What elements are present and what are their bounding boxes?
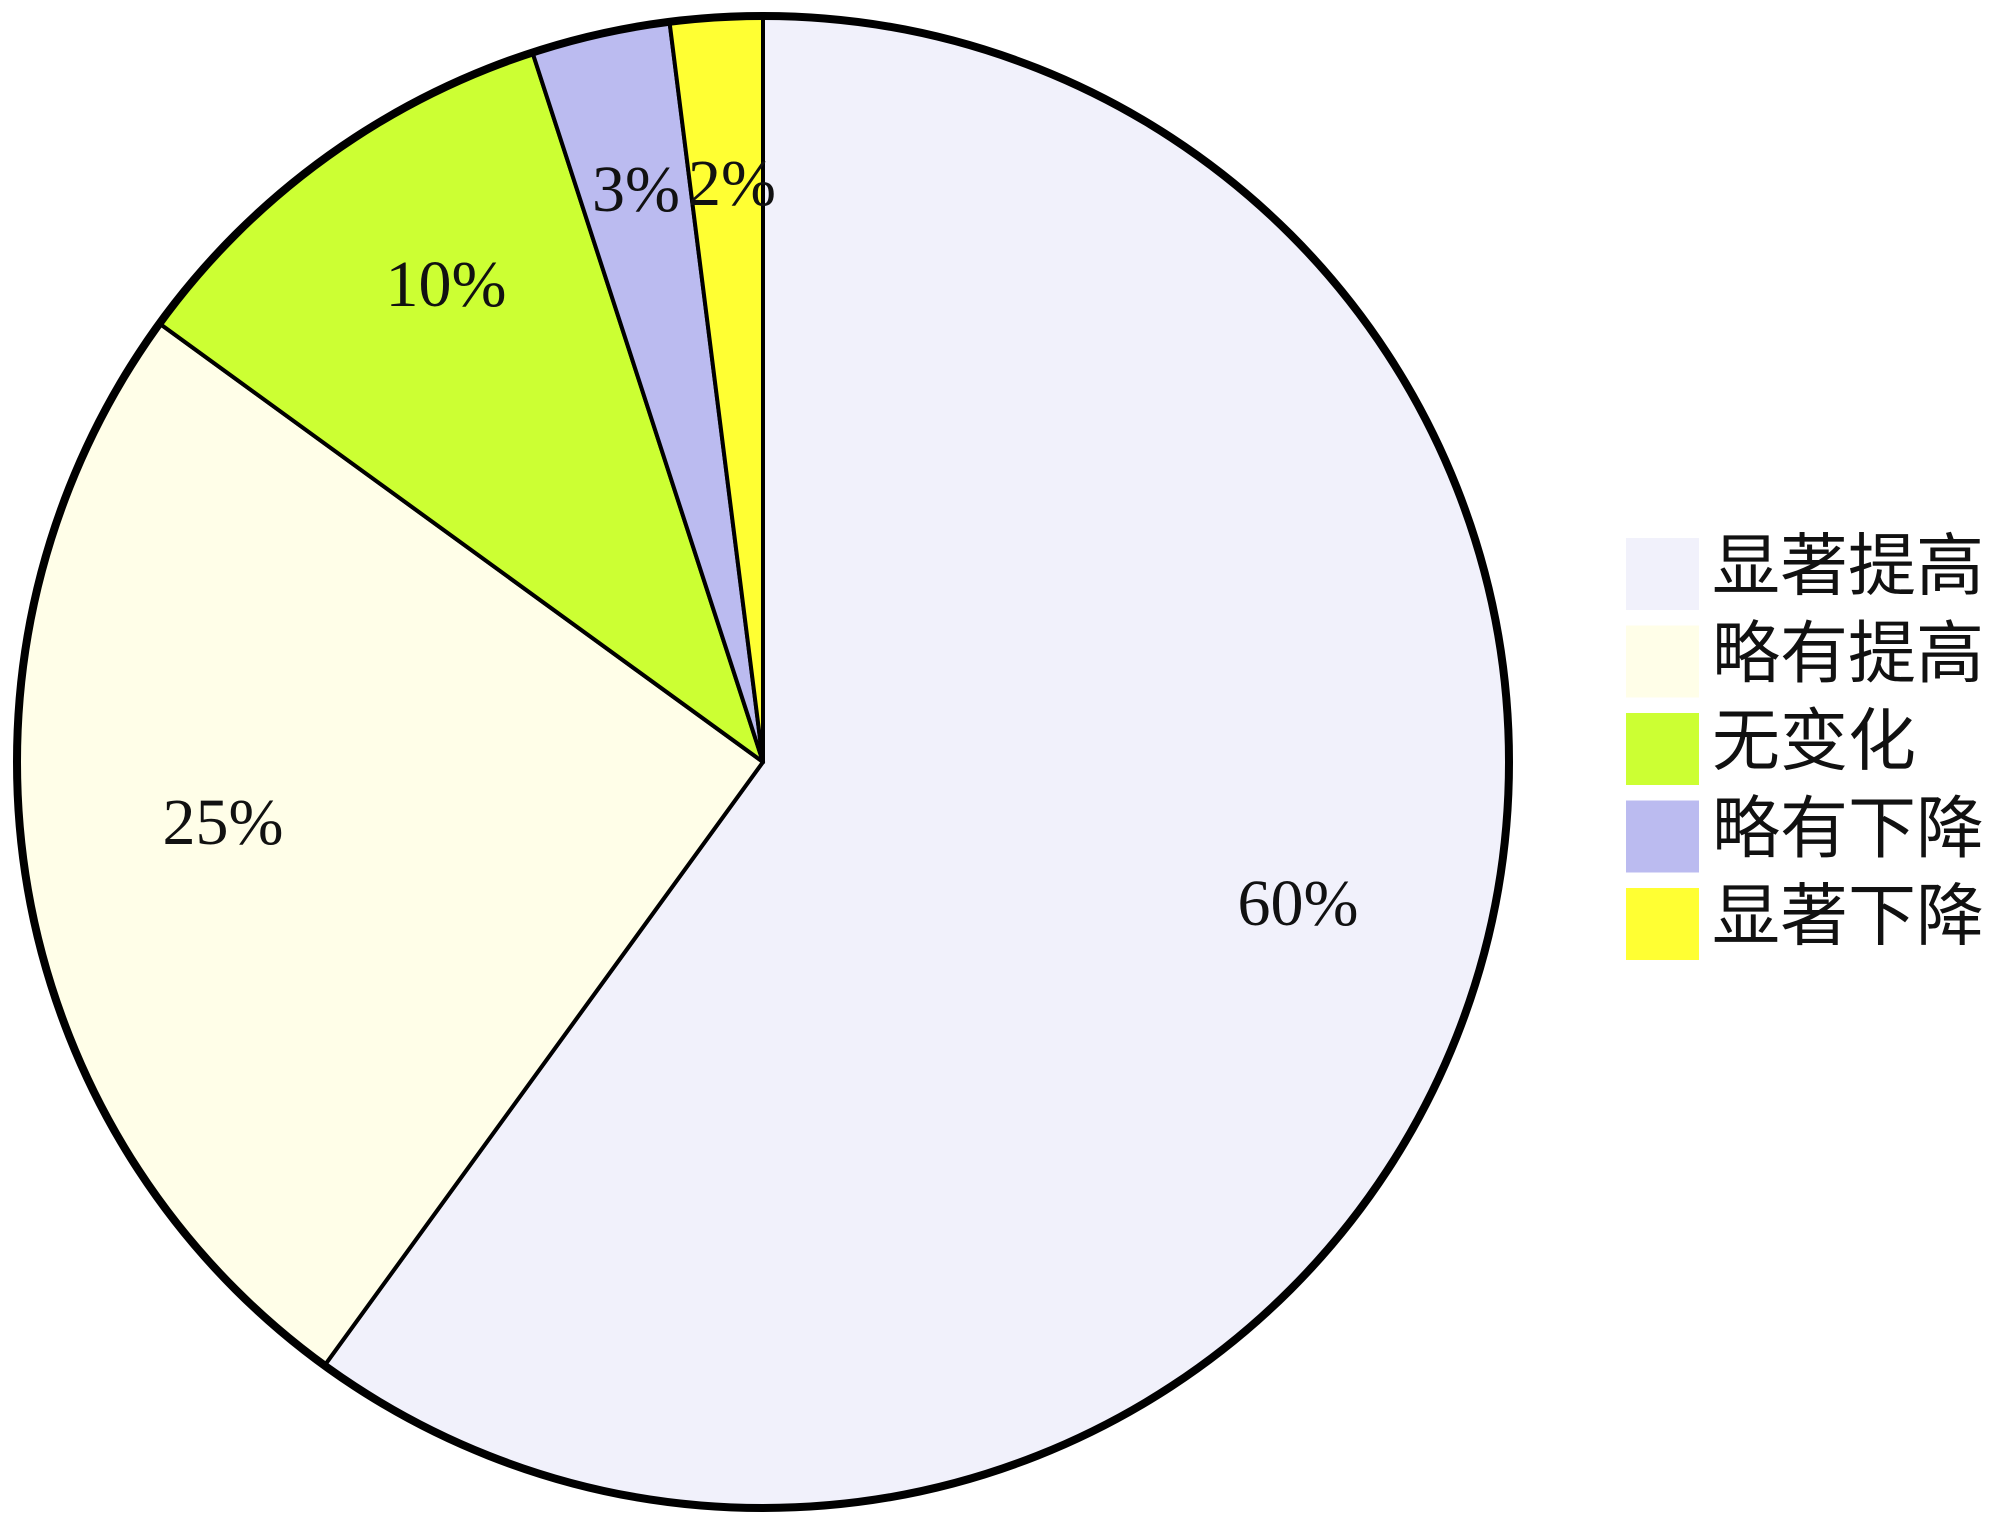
value-label: 3%	[592, 153, 680, 226]
legend-label: 显著下降	[1712, 879, 1984, 955]
legend-swatch	[1626, 800, 1699, 873]
legend-label: 无变化	[1712, 704, 1916, 780]
legend-swatch	[1626, 713, 1699, 785]
value-label: 25%	[163, 786, 284, 859]
legend-swatch	[1626, 888, 1699, 960]
value-label: 2%	[688, 147, 776, 220]
legend-swatch	[1626, 625, 1699, 698]
legend-label: 略有下降	[1712, 791, 1984, 867]
legend-label: 显著提高	[1712, 529, 1984, 605]
value-label: 60%	[1238, 867, 1359, 940]
value-label: 10%	[386, 248, 507, 321]
legend-label: 略有提高	[1712, 616, 1984, 692]
legend-swatch	[1626, 538, 1699, 610]
pie-outline	[13, 12, 1513, 1512]
